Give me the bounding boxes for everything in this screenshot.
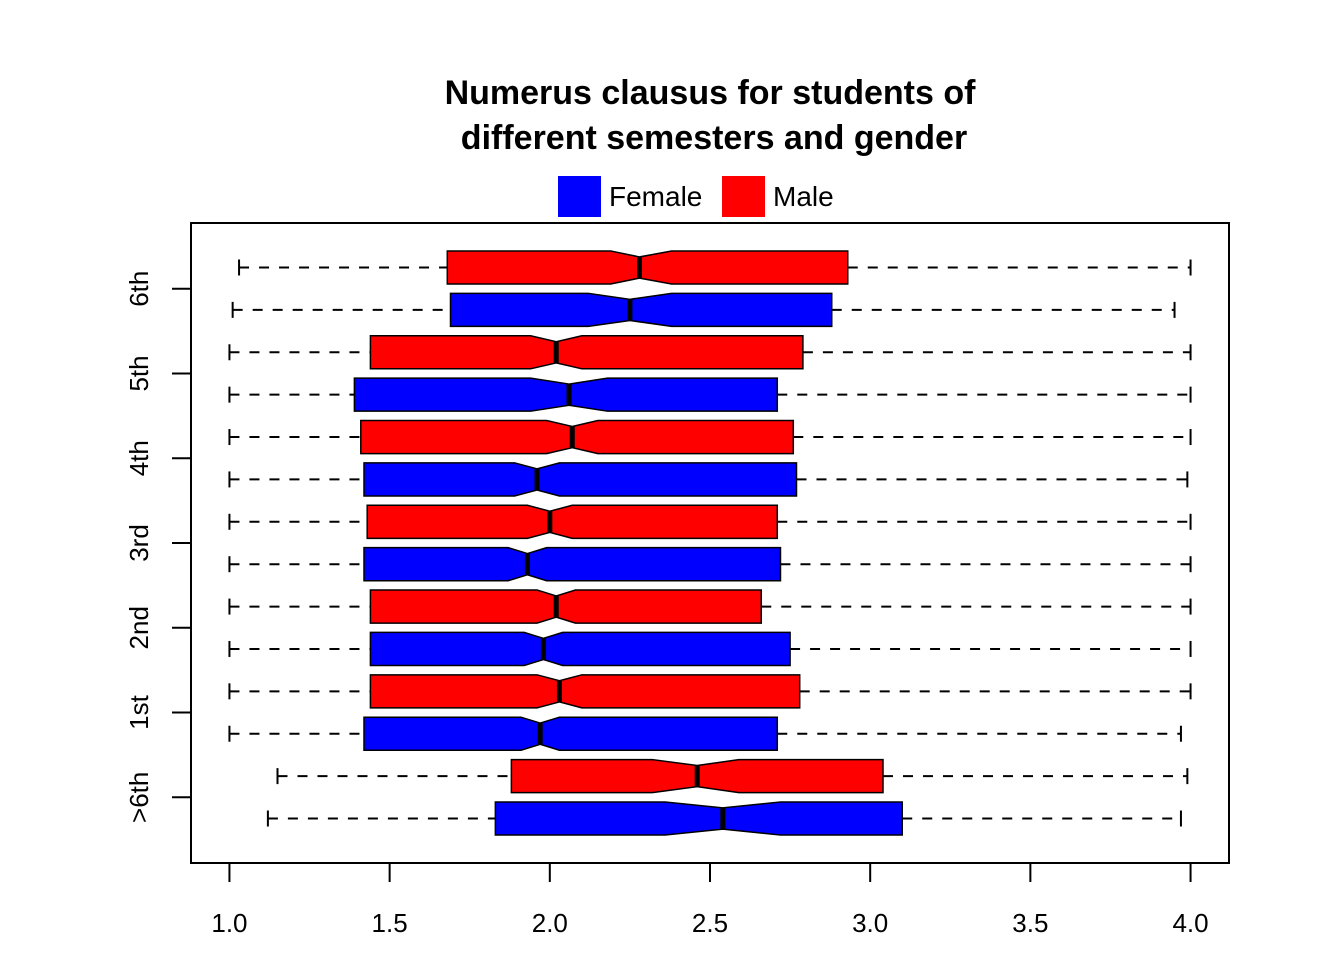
box->6th-female [266,801,1182,836]
box-body [446,250,849,285]
x-tick-label: 3.0 [852,908,888,938]
y-tick-label: 6th [124,271,154,307]
box-6th-male [238,250,1192,285]
x-tick-label: 3.5 [1012,908,1048,938]
box-body [363,716,779,752]
boxes [228,250,1192,836]
box-5th-female [228,377,1192,412]
x-axis: 1.0 1.5 2.0 2.5 3.0 3.5 4.0 [211,862,1209,938]
x-tick-label: 1.5 [372,908,408,938]
box-4th-male [228,419,1192,455]
legend-swatch-male [722,176,765,217]
box-1st-male [228,674,1192,709]
y-tick-label: 2nd [124,606,154,649]
box-body [369,589,763,624]
box-6th-female [231,292,1176,328]
box-2nd-male [228,589,1192,624]
box-3rd-male [228,504,1192,540]
box-body [360,419,795,455]
box-body [369,674,801,709]
y-tick-label: 5th [124,355,154,391]
box-body [369,631,791,667]
box-4th-female [228,462,1189,497]
box-body [369,334,804,370]
box-body [363,462,798,497]
box-5th-male [228,334,1192,370]
y-tick-label: 1st [124,694,154,729]
box-body [363,546,782,582]
box-body [353,377,779,412]
chart-title: Numerus clausus for students of differen… [445,74,977,157]
y-tick-label: 4th [124,440,154,476]
legend-swatch-female [558,176,601,217]
box->6th-male [276,758,1189,794]
y-axis: >6th 1st 2nd 3rd 4th 5th 6th [124,271,192,823]
box-3rd-female [228,546,1192,582]
chart-title-line-2: different semesters and gender [461,119,967,157]
x-tick-label: 2.0 [532,908,568,938]
y-tick-label: >6th [124,772,154,823]
box-body [366,504,779,540]
x-tick-label: 4.0 [1172,908,1208,938]
y-tick-label: 3rd [124,524,154,562]
x-tick-label: 2.5 [692,908,728,938]
legend: Female Male [558,176,834,217]
box-body [449,292,833,328]
chart-title-line-1: Numerus clausus for students of [445,74,977,112]
box-1st-female [228,716,1182,752]
legend-label-female: Female [609,181,702,212]
box-2nd-female [228,631,1192,667]
x-tick-label: 1.0 [211,908,247,938]
legend-label-male: Male [773,181,834,212]
box-body [494,801,903,836]
